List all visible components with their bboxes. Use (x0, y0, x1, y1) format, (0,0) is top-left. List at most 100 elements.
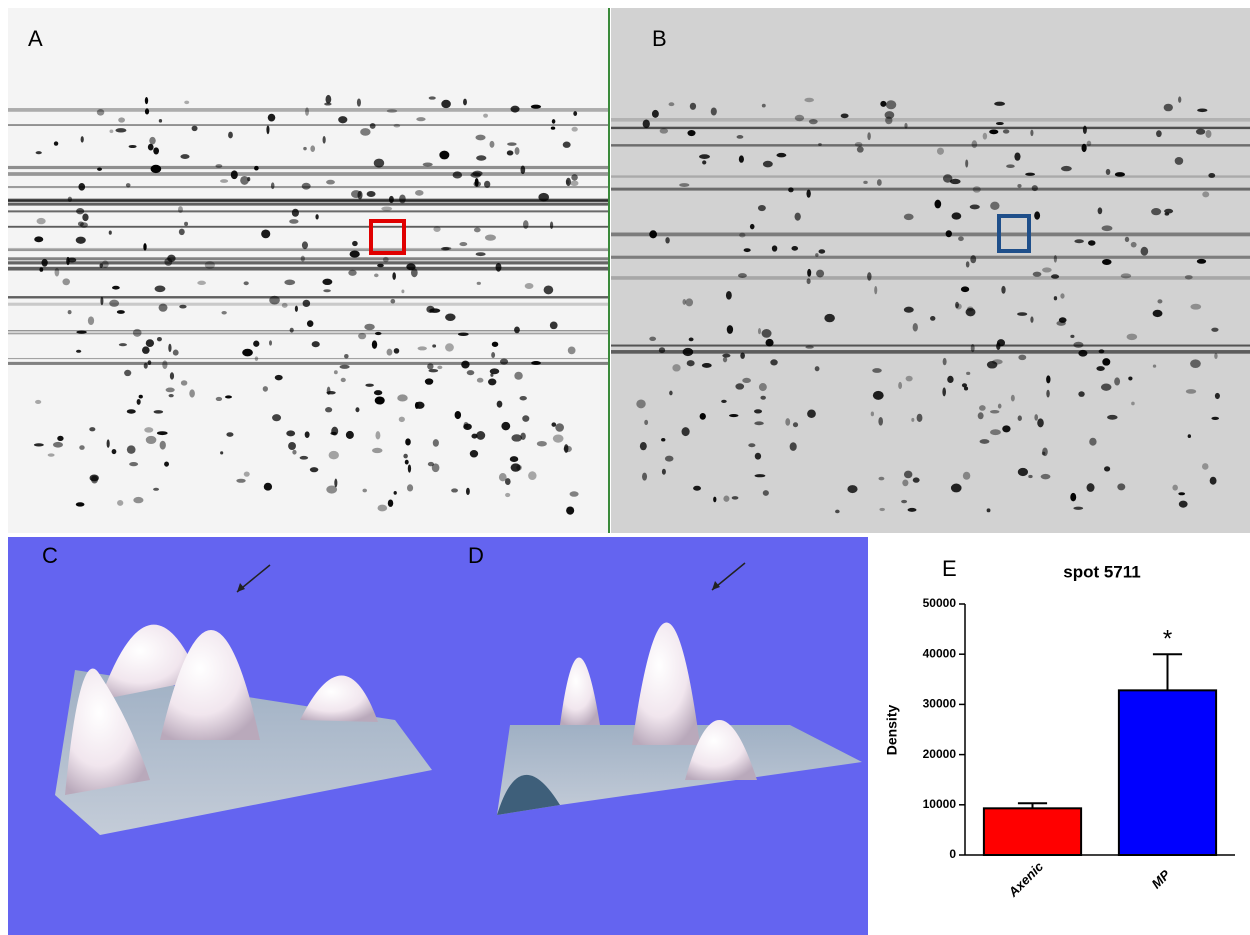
gel-spot (520, 432, 526, 440)
gel-spot (661, 437, 666, 442)
gel-spot (685, 298, 694, 307)
gel-spot (1042, 447, 1048, 457)
gel-spot (1002, 425, 1011, 433)
arrowhead (237, 583, 245, 592)
gel-spot (824, 313, 835, 323)
gel-spot (514, 371, 523, 380)
gel-spot (962, 471, 971, 480)
gel-spot (1097, 207, 1103, 215)
gel-spot (487, 378, 497, 386)
gel-spot (451, 488, 458, 493)
gel-spot (644, 419, 649, 426)
gel-spot (1102, 358, 1111, 366)
gel-spot (571, 126, 578, 132)
gel-spot (1172, 484, 1178, 491)
gel-spot (754, 409, 763, 414)
gel-spot (325, 94, 332, 104)
x-tick-label: MP (1149, 867, 1174, 892)
gel-spot (807, 268, 812, 277)
gel-spot (1032, 271, 1042, 277)
gel-spot (291, 208, 299, 217)
gel-spot (483, 113, 488, 118)
gel-spot (220, 179, 229, 183)
gel-band (8, 225, 608, 228)
gel-spot (172, 349, 179, 356)
gel-spot (33, 443, 44, 447)
gel-spot (145, 339, 155, 348)
gel-band (611, 255, 1250, 259)
panel-label: E (942, 556, 957, 581)
gel-spot (867, 132, 871, 141)
gel-band (8, 108, 608, 112)
gel-spot (177, 206, 183, 214)
gel-spot (1098, 349, 1105, 354)
gel-spot (549, 221, 554, 229)
gel-spot (651, 109, 659, 118)
gel-spot (67, 196, 73, 202)
gel-spot (682, 347, 694, 357)
gel-spot (569, 491, 579, 497)
gel-spot (971, 140, 978, 149)
gel-spot (912, 322, 918, 332)
gel-spot (162, 360, 168, 370)
gel-spot (806, 278, 811, 285)
gel-spot (649, 336, 657, 342)
gel-spot (950, 483, 962, 493)
gel-spot (310, 145, 316, 153)
gel-spot (1030, 129, 1034, 137)
gel-spot (179, 304, 187, 309)
gel-spot (439, 150, 450, 160)
gel-spot (1030, 316, 1034, 323)
gel-spot (143, 362, 148, 369)
gel-spot (133, 496, 144, 504)
gel-spot (699, 413, 706, 420)
gel-spot (761, 329, 772, 338)
gel-spot (949, 178, 961, 185)
gel-spot (1195, 128, 1206, 135)
panel-label: C (42, 543, 58, 568)
gel-spot (531, 361, 541, 365)
gel-spot (501, 421, 511, 431)
gel-spot (1124, 236, 1130, 242)
gel-spot (374, 396, 385, 405)
gel-spot (543, 285, 554, 295)
gel-band (611, 175, 1250, 178)
gel-spot (506, 150, 514, 156)
gel-spot (204, 261, 215, 269)
gel-spot (679, 183, 690, 187)
gel-spot (495, 262, 502, 272)
gel-spot (324, 102, 332, 106)
gel-spot (788, 187, 794, 193)
gel-spot (1101, 225, 1113, 232)
gel-spot (197, 280, 206, 286)
gel-spot (1114, 172, 1126, 177)
gel-spot (1078, 349, 1088, 357)
peak (160, 630, 260, 740)
gel-spot (1056, 320, 1066, 326)
gel-spot (115, 128, 127, 133)
bar (982, 807, 1083, 857)
gel-band (8, 332, 608, 335)
gel-spot (97, 167, 102, 171)
bar-chart: 0 10000 20000 30000 40000 50000 Axenic * MP (923, 596, 1235, 900)
gel-spot (1104, 466, 1111, 472)
gel-spot (89, 427, 96, 432)
gel-spot (898, 381, 903, 390)
gel-spot (1164, 212, 1170, 216)
gel-spot (528, 471, 537, 481)
gel-spot (371, 340, 378, 349)
gel-spot (386, 348, 393, 356)
gel-spot (269, 295, 280, 305)
gel-spot (490, 373, 494, 377)
gel-spot (1130, 241, 1137, 248)
gel-spot (136, 398, 141, 405)
gel-spot (299, 455, 309, 460)
gel-spot (144, 97, 149, 105)
gel-band (611, 350, 1250, 354)
gel-spot (476, 377, 484, 383)
gel-spot (289, 327, 294, 333)
gel-spot (80, 136, 84, 143)
gel-spot (118, 343, 127, 347)
gel-spot (167, 254, 176, 263)
gel-spot (1018, 354, 1027, 361)
